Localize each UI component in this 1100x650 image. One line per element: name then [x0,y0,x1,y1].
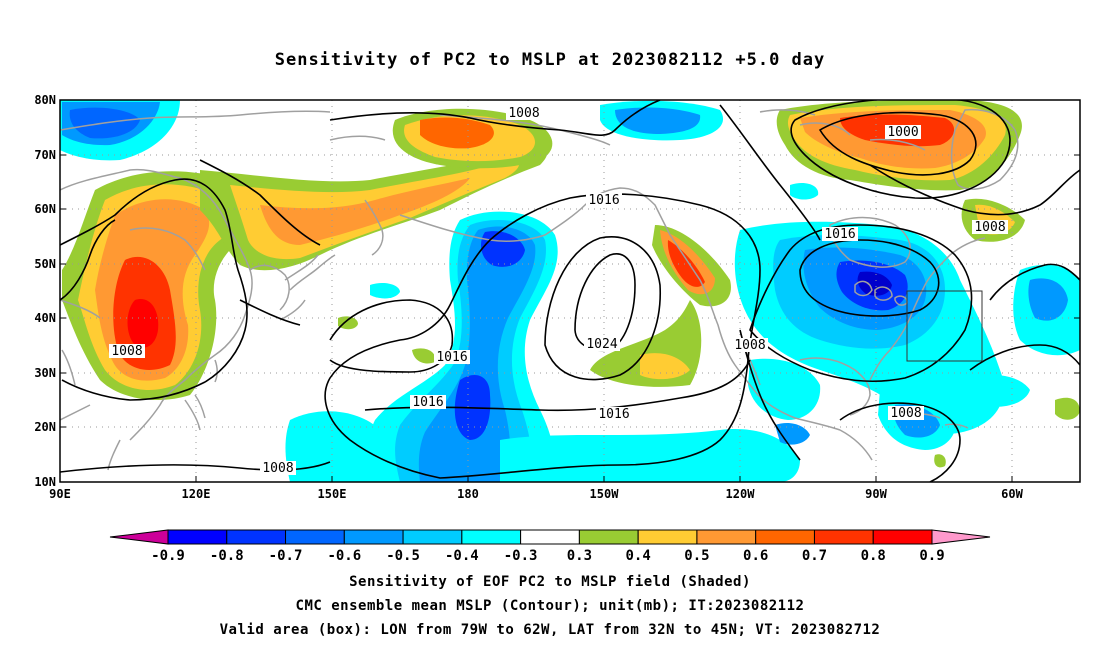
colorbar-swatch [461,529,522,545]
lon-tick-label: 150W [590,487,620,501]
colorbar-swatch [578,529,639,545]
colorbar-high-extend [931,529,991,545]
contour-label: 1016 [436,350,467,365]
colorbar-label: -0.6 [327,548,361,564]
contour-label: 1016 [588,193,619,208]
contour-label: 1008 [111,344,142,359]
contour-label-bg [584,337,620,351]
contour-label: 1016 [824,227,855,242]
colorbar-label: 0.7 [802,548,827,564]
lon-tick-label: 120W [726,487,756,501]
colorbar-label: -0.7 [269,548,303,564]
colorbar-swatch [813,529,874,545]
contour-label: 1000 [887,125,918,140]
lon-tick-label: 180 [457,487,479,501]
contour-label: 1016 [412,395,443,410]
colorbar: -0.9 -0.8 -0.7 -0.6 -0.5 -0.4 -0.3 0.3 0.4 0.5 0.6… [109,529,991,564]
lat-tick-label: 50N [34,257,56,271]
lat-tick-label: 40N [34,311,56,325]
colorbar-low-extend [109,529,169,545]
contour-label-bg [410,395,446,409]
colorbar-swatch [637,529,698,545]
colorbar-swatch [226,529,287,545]
contour-label-bg [586,193,622,207]
colorbar-swatch [755,529,815,545]
contour-label-bg [972,220,1008,234]
colorbar-label: 0.4 [626,548,651,564]
caption-line-3: Valid area (box): LON from 79W to 62W, L… [219,622,881,638]
colorbar-label: -0.5 [386,548,420,564]
colorbar-swatch [285,529,345,545]
colorbar-label: 0.3 [567,548,592,564]
colorbar-swatch [872,529,933,545]
contour-label: 1008 [262,461,293,476]
lat-tick-label: 70N [34,148,56,162]
contour-label: 1008 [974,220,1005,235]
contour-label-bg [885,125,921,139]
colorbar-label: -0.9 [151,548,185,564]
contour-label: 1008 [734,338,765,353]
lat-tick-label: 60N [34,202,56,216]
contour-label-bg [888,406,924,420]
colorbar-swatch [696,529,757,545]
positive-shading [62,100,1080,468]
contour-label-bg [596,407,632,421]
negative-shading [60,100,1080,482]
caption-line-2: CMC ensemble mean MSLP (Contour); unit(m… [295,598,805,614]
contour-label-bg [506,106,542,120]
lon-tick-label: 90E [49,487,71,501]
contour-label-bg [434,350,470,364]
contour-label: 1008 [508,106,539,121]
map-border [59,99,1081,483]
lon-tick-label: 120E [182,487,211,501]
colorbar-label: 0.6 [743,548,768,564]
chart-title: Sensitivity of PC2 to MSLP at 2023082112… [274,50,826,70]
contour-label-bg [260,461,296,475]
lon-tick-label: 150E [318,487,347,501]
lat-tick-label: 30N [34,366,56,380]
colorbar-label: 0.5 [684,548,709,564]
contour-labels: 1008 1000 1016 1008 1016 1016 1024 1008 1008 1016… [109,106,1008,476]
lat-tick-label: 10N [34,475,56,489]
colorbar-swatch [343,529,404,545]
colorbar-swatch [167,529,228,545]
lat-tick-label: 20N [34,420,56,434]
valid-area-box [906,290,983,362]
colorbar-label: -0.8 [210,548,244,564]
contour-label: 1016 [598,407,629,422]
contour-label-bg [109,344,145,358]
colorbar-label: 0.9 [919,548,944,564]
colorbar-swatch [520,529,580,545]
caption-line-1: Sensitivity of EOF PC2 to MSLP field (Sh… [349,574,751,590]
lon-tick-label: 90W [865,487,887,501]
colorbar-label: 0.8 [861,548,886,564]
contour-label: 1024 [586,337,617,352]
contour-label-bg [822,227,858,241]
colorbar-swatch [402,529,463,545]
lon-tick-label: 60W [1001,487,1023,501]
contour-label-bg [732,338,768,352]
colorbar-label: -0.4 [445,548,479,564]
contour-label: 1008 [890,406,921,421]
lat-tick-label: 80N [34,93,56,107]
lat-axis: 80N 70N 60N 50N 40N 30N 20N 10N [34,93,1080,489]
lon-axis: 90E 120E 150E 180 150W 120W 90W 60W [49,476,1024,501]
colorbar-label: -0.3 [504,548,538,564]
mslp-contours [60,100,1080,482]
